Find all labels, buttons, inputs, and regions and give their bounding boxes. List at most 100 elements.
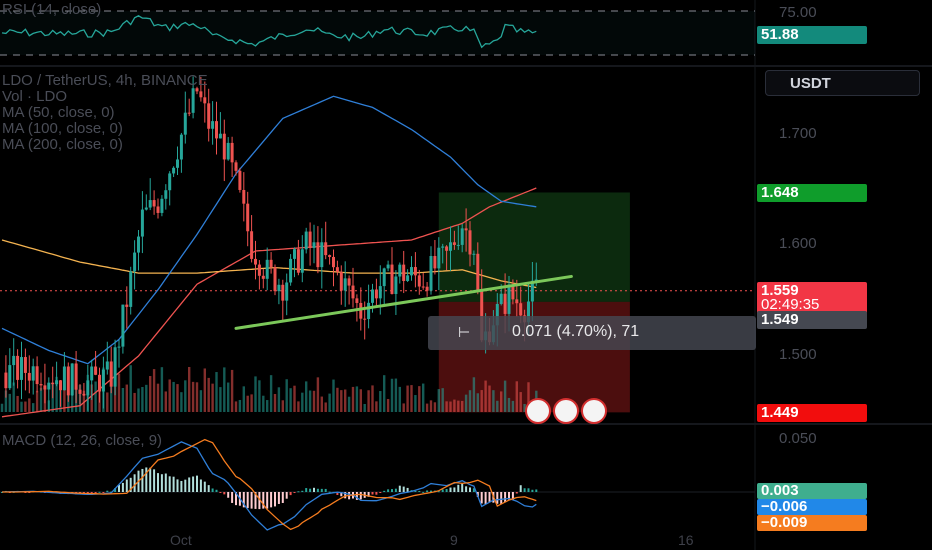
candle-body xyxy=(62,366,66,391)
macd-histogram-bar xyxy=(523,488,526,492)
macd-histogram-bar xyxy=(531,489,534,492)
candle-body xyxy=(277,284,281,292)
macd-histogram-bar xyxy=(430,490,432,492)
candle-body xyxy=(515,299,519,304)
ma50-legend[interactable]: MA (50, close, 0) xyxy=(2,104,115,121)
macd-histogram-bar xyxy=(511,492,514,500)
macd-histogram-bar xyxy=(28,492,31,493)
volume-bar xyxy=(363,403,366,412)
volume-bar xyxy=(203,368,206,412)
volume-bar xyxy=(324,402,327,412)
volume-bar xyxy=(141,387,144,412)
volume-bar xyxy=(156,383,160,412)
volume-bar xyxy=(312,390,316,412)
macd-histogram-bar xyxy=(199,479,202,492)
macd-histogram-bar xyxy=(500,492,503,504)
macd-histogram-bar xyxy=(258,492,261,510)
macd-histogram-bar xyxy=(480,492,483,504)
volume-bar xyxy=(149,376,152,412)
us-flag-icon xyxy=(581,398,607,424)
macd-histogram-bar xyxy=(472,488,475,492)
volume-bar xyxy=(24,401,27,412)
symbol-legend[interactable]: LDO / TetherUS, 4h, BINANCE xyxy=(2,72,208,89)
volume-bar xyxy=(35,390,39,412)
target-zone xyxy=(438,192,630,302)
macd-histogram-bar xyxy=(398,485,401,492)
volume-bar xyxy=(39,387,43,412)
candle-body xyxy=(176,159,179,168)
macd-histogram-bar xyxy=(102,492,105,493)
macd-histogram-bar xyxy=(266,492,269,509)
macd-histogram-bar xyxy=(285,492,288,499)
volume-bar xyxy=(394,378,398,412)
candle-body xyxy=(472,253,476,255)
candle-body xyxy=(51,382,55,385)
macd-histogram-bar xyxy=(133,474,136,492)
volume-bar xyxy=(269,375,273,412)
volume-bar xyxy=(152,369,156,412)
volume-bar xyxy=(184,380,187,412)
macd-axis-label: 0.050 xyxy=(779,430,817,447)
macd-histogram-bar xyxy=(394,488,397,492)
candle-body xyxy=(413,267,417,276)
macd-histogram-bar xyxy=(293,492,296,493)
candle-body xyxy=(90,366,94,381)
volume-bar xyxy=(94,381,97,412)
volume-bar xyxy=(480,390,483,412)
volume-bar xyxy=(500,391,503,412)
candle-body xyxy=(371,289,374,303)
macd-histogram-bar xyxy=(379,492,382,493)
volume-bar xyxy=(422,383,425,412)
macd-histogram-bar xyxy=(168,476,171,492)
candle-body xyxy=(328,255,332,257)
volume-bar xyxy=(468,390,472,412)
volume-bar xyxy=(137,388,140,412)
candle-body xyxy=(66,366,70,396)
candle-body xyxy=(519,303,523,316)
volume-bar xyxy=(301,392,304,412)
volume-bar xyxy=(308,390,312,412)
volume-bar xyxy=(133,392,136,412)
candle-body xyxy=(351,285,355,299)
candle-body xyxy=(35,366,39,385)
volume-bar xyxy=(12,382,15,412)
volume-bar xyxy=(199,390,203,412)
candle-body xyxy=(445,246,449,251)
candle-body xyxy=(503,293,507,314)
ma100-legend[interactable]: MA (100, close, 0) xyxy=(2,120,123,137)
candle-body xyxy=(31,366,35,381)
macd-histogram-bar xyxy=(118,484,120,492)
volume-bar xyxy=(340,390,343,412)
candle-body xyxy=(168,173,172,191)
candle-body xyxy=(320,242,324,268)
currency-button[interactable]: USDT xyxy=(765,70,920,96)
volume-bar xyxy=(82,390,86,412)
candle-body xyxy=(339,271,343,291)
volume-bar xyxy=(238,399,242,412)
macd-legend[interactable]: MACD (12, 26, close, 9) xyxy=(2,432,163,449)
volume-bar xyxy=(523,403,526,412)
macd-histogram-bar xyxy=(324,488,327,492)
macd-histogram-bar xyxy=(426,490,429,492)
volume-legend[interactable]: Vol · LDO xyxy=(2,88,68,105)
macd-histogram-bar xyxy=(160,474,163,492)
macd-histogram-bar xyxy=(149,467,152,492)
ma200-legend[interactable]: MA (200, close, 0) xyxy=(2,136,123,153)
candle-body xyxy=(460,228,464,245)
candle-body xyxy=(27,372,31,381)
candle-body xyxy=(534,279,538,281)
macd-histogram-bar xyxy=(340,492,343,497)
macd-histogram-bar xyxy=(418,490,421,492)
macd-histogram-bar xyxy=(231,492,234,503)
volume-bar xyxy=(425,403,429,412)
stop-price-tag: 1.449 xyxy=(757,404,867,422)
macd-histogram-bar xyxy=(355,492,358,500)
volume-bar xyxy=(305,381,308,412)
candle-body xyxy=(367,302,371,320)
volume-bar xyxy=(367,390,370,412)
volume-bar xyxy=(168,379,171,412)
macd-histogram-bar xyxy=(305,488,308,492)
volume-bar xyxy=(106,392,109,412)
volume-bar xyxy=(195,382,199,412)
candle-body xyxy=(332,256,335,268)
